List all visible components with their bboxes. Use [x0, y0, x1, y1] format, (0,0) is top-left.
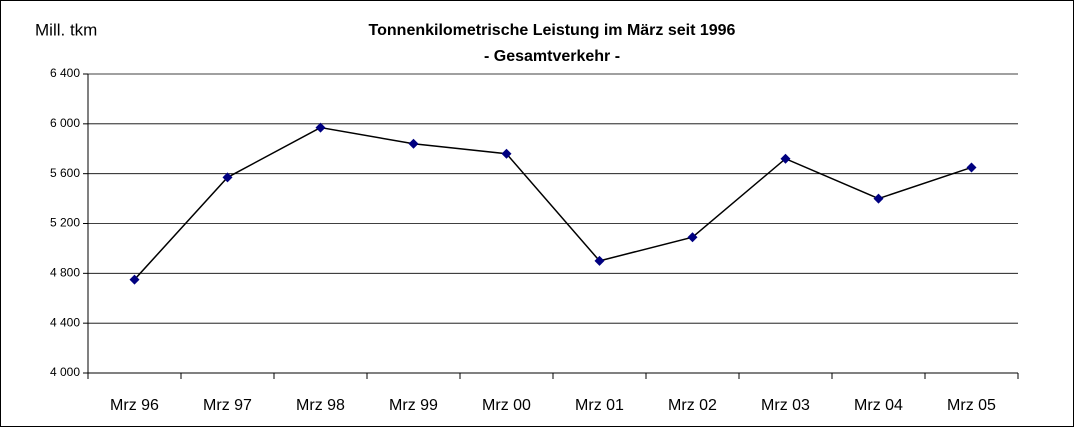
data-marker [501, 148, 512, 159]
x-tick-label: Mrz 01 [575, 397, 624, 414]
y-tick-label: 5 200 [50, 216, 80, 230]
x-tick-label: Mrz 05 [947, 397, 996, 414]
data-marker [594, 255, 605, 266]
x-tick-label: Mrz 00 [482, 397, 531, 414]
x-tick-label: Mrz 02 [668, 397, 717, 414]
y-tick-label: 6 400 [50, 66, 80, 80]
y-tick-label: 4 800 [50, 266, 80, 280]
data-marker [966, 162, 977, 173]
data-marker [873, 193, 884, 204]
data-marker [408, 138, 419, 149]
x-tick-label: Mrz 04 [854, 397, 903, 414]
chart-subtitle: - Gesamtverkehr - [484, 48, 620, 65]
x-tick-label: Mrz 03 [761, 397, 810, 414]
y-tick-label: 4 400 [50, 315, 80, 329]
x-tick-label: Mrz 99 [389, 397, 438, 414]
data-line [133, 126, 972, 281]
y-tick-label: 4 000 [50, 365, 80, 379]
data-marker [687, 232, 698, 243]
data-marker [780, 153, 791, 164]
y-tick-label: 6 000 [50, 116, 80, 130]
x-tick-label: Mrz 96 [110, 397, 159, 414]
x-tick-label: Mrz 97 [203, 397, 252, 414]
chart-title: Tonnenkilometrische Leistung im März sei… [369, 22, 736, 39]
data-marker [129, 274, 140, 285]
data-marker [315, 122, 326, 133]
y-tick-label: 5 600 [50, 166, 80, 180]
y-axis-label: Mill. tkm [35, 20, 97, 39]
x-tick-label: Mrz 98 [296, 397, 345, 414]
data-marker [222, 172, 233, 183]
